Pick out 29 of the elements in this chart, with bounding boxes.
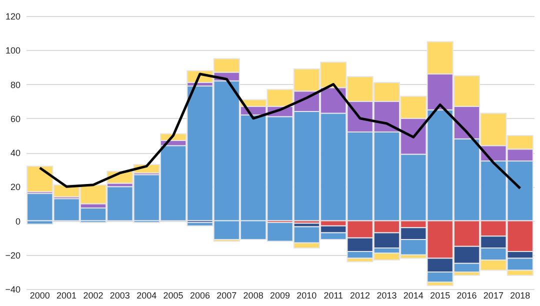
x-tick-label: 2005: [163, 290, 184, 300]
y-tick-label: −40: [5, 284, 20, 294]
x-tick-label: 2001: [56, 290, 77, 300]
y-tick-label: 20: [10, 182, 20, 192]
x-tick-label: 2009: [270, 290, 290, 300]
x-tick-label: 2006: [190, 290, 210, 300]
y-tick-label: 60: [10, 114, 20, 124]
x-tick-label: 2011: [324, 290, 344, 300]
x-tick-label: 2015: [430, 290, 450, 300]
x-tick-label: 2017: [483, 290, 504, 300]
y-tick-label: 80: [10, 80, 20, 90]
x-tick-label: 2013: [376, 290, 397, 300]
y-tick-label: 120: [5, 12, 20, 22]
x-tick-label: 2018: [510, 290, 530, 300]
x-tick-label: 2007: [216, 290, 237, 300]
y-tick-label: 100: [5, 46, 20, 56]
y-tick-label: −20: [5, 250, 20, 260]
x-tick-label: 2003: [110, 290, 130, 300]
x-tick-label: 2004: [136, 290, 157, 300]
x-tick-label: 2016: [456, 290, 477, 300]
y-tick-label: 0: [15, 216, 20, 226]
y-tick-label: 40: [10, 148, 20, 158]
x-tick-label: 2000: [30, 290, 50, 300]
x-tick-label: 2012: [350, 290, 370, 300]
x-tick-label: 2010: [296, 290, 317, 300]
line-series: [38, 72, 522, 190]
x-tick-label: 2014: [403, 290, 424, 300]
x-tick-label: 2002: [83, 290, 104, 300]
x-tick-label: 2008: [243, 290, 264, 300]
